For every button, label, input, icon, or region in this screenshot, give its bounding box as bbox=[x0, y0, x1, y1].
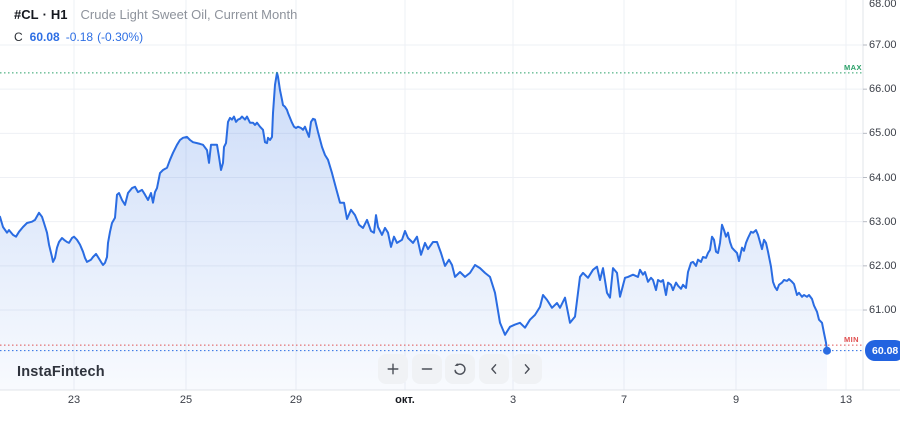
zoom-out-button[interactable] bbox=[411, 354, 442, 384]
scroll-right-button[interactable] bbox=[512, 354, 542, 384]
price-axis-label: 61.00 bbox=[869, 304, 897, 317]
price-axis-label: 67.00 bbox=[869, 39, 897, 51]
time-axis-label: 7 bbox=[620, 394, 628, 406]
min-marker-label: MIN bbox=[844, 335, 859, 345]
price-axis[interactable] bbox=[863, 0, 900, 390]
scroll-left-button[interactable] bbox=[478, 354, 509, 384]
price-area-fill bbox=[0, 72, 827, 390]
last-price-value: 60.08 bbox=[29, 30, 60, 44]
price-axis-label: 68.00 bbox=[869, 0, 897, 10]
chevron-right-icon bbox=[524, 364, 530, 374]
time-axis-label: 23 bbox=[67, 394, 81, 406]
time-axis-label: 13 bbox=[839, 394, 853, 406]
symbol-name: #CL bbox=[14, 7, 39, 22]
max-marker-label: MAX bbox=[844, 62, 862, 72]
symbol-description: Crude Light Sweet Oil, Current Month bbox=[80, 7, 298, 22]
price-axis-label: 63.00 bbox=[869, 215, 897, 228]
separator-dot: · bbox=[42, 7, 47, 22]
zoom-in-button[interactable] bbox=[378, 354, 408, 384]
symbol-legend: #CL · H1 Crude Light Sweet Oil, Current … bbox=[14, 7, 297, 45]
minus-icon bbox=[421, 368, 432, 370]
legend-title-row: #CL · H1 Crude Light Sweet Oil, Current … bbox=[14, 7, 297, 23]
instafintech-logo: InstaFintech bbox=[17, 364, 105, 380]
time-axis-label: 3 bbox=[509, 394, 517, 406]
time-axis[interactable] bbox=[0, 390, 900, 421]
price-change: -0.18 bbox=[65, 30, 94, 44]
reset-chart-button[interactable] bbox=[445, 354, 475, 384]
plus-icon bbox=[387, 363, 399, 375]
price-axis-label: 64.00 bbox=[869, 171, 897, 184]
time-axis-label: окт. bbox=[395, 394, 415, 406]
time-axis-label: 29 bbox=[289, 394, 303, 406]
close-prefix: C bbox=[14, 30, 23, 44]
price-axis-tickmarks bbox=[863, 44, 867, 311]
chevron-left-icon bbox=[490, 364, 496, 374]
current-price-pill: 60.08 bbox=[865, 340, 900, 362]
legend-quote-row: C 60.08 -0.18 (-0.30%) bbox=[14, 30, 297, 45]
current-price-pill-value: 60.08 bbox=[872, 344, 899, 357]
time-axis-label: 25 bbox=[179, 394, 193, 406]
price-change-percent: (-0.30%) bbox=[97, 30, 144, 44]
price-axis-label: 62.00 bbox=[869, 259, 897, 272]
price-line bbox=[0, 71, 828, 352]
reset-circular-arrow-icon bbox=[454, 363, 466, 375]
price-axis-label: 66.00 bbox=[869, 83, 897, 96]
time-axis-label: 9 bbox=[732, 394, 740, 406]
price-axis-label: 65.00 bbox=[869, 127, 897, 140]
interval-label: H1 bbox=[50, 7, 68, 22]
last-price-dot bbox=[823, 346, 831, 355]
